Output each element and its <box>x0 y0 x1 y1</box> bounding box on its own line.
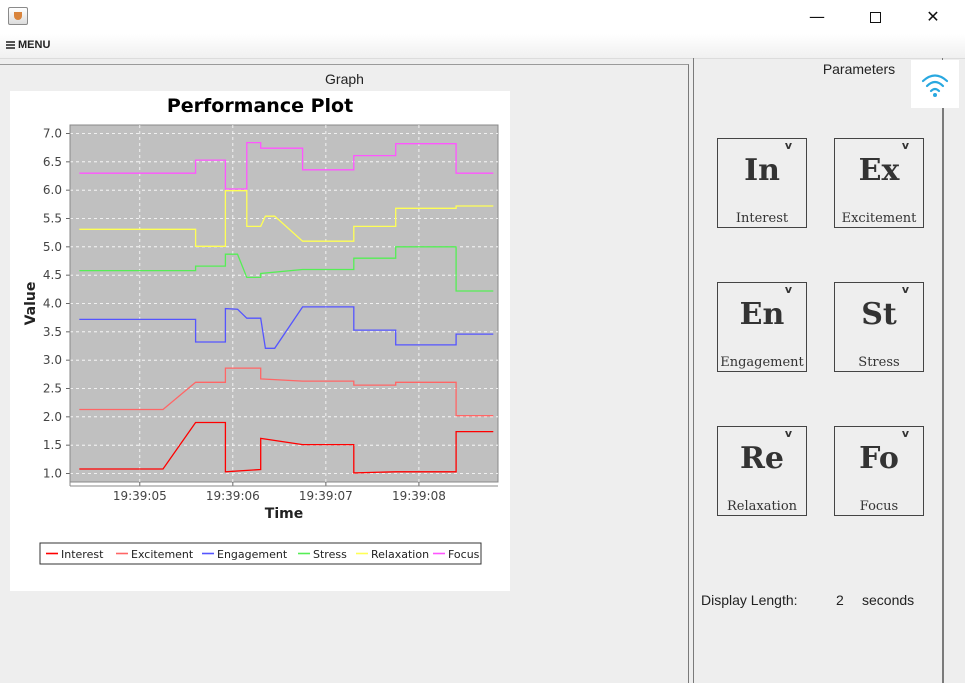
series-line-interest <box>79 421 494 474</box>
minimize-button[interactable]: — <box>809 7 825 26</box>
x-axis-label: Time <box>265 506 303 522</box>
tile-abbr: Re <box>739 441 785 476</box>
tile-abbr: En <box>739 297 785 332</box>
chevron-down-icon[interactable]: v <box>784 427 792 440</box>
x-tick-label: 19:39:07 <box>299 489 353 503</box>
legend-label-engagement: Engagement <box>217 548 288 561</box>
chevron-down-icon[interactable]: v <box>901 427 909 440</box>
parameters-panel-title: Parameters <box>822 61 896 77</box>
chevron-down-icon[interactable]: v <box>784 283 792 296</box>
maximize-icon <box>869 12 881 23</box>
tile-label: Stress <box>858 355 900 370</box>
close-button[interactable]: ✕ <box>926 7 940 26</box>
y-tick-label: 1.5 <box>43 438 62 452</box>
menu-bar: MENU <box>0 34 965 59</box>
maximize-button[interactable] <box>852 0 898 34</box>
y-axis-label: Value <box>23 282 39 326</box>
display-length-value[interactable]: 2 <box>836 592 844 608</box>
chevron-down-icon[interactable]: v <box>901 283 909 296</box>
hamburger-icon <box>6 41 15 49</box>
chart-title: Performance Plot <box>167 95 353 117</box>
performance-chart: Performance Plot 1.0 1.5 2.0 2.5 3.0 3.5 4.0 4.5… <box>10 91 510 591</box>
y-tick-label: 5.5 <box>43 212 62 226</box>
interest-tile[interactable]: v In Interest <box>717 138 807 228</box>
menu-label: MENU <box>18 39 51 51</box>
y-tick-label: 2.5 <box>43 382 62 396</box>
x-tick-label: 19:39:06 <box>206 489 260 503</box>
y-tick-label: 2.0 <box>43 410 62 424</box>
y-tick-label: 7.0 <box>43 127 62 141</box>
parameters-panel: Parameters <box>693 58 943 683</box>
relaxation-tile[interactable]: v Re Relaxation <box>717 426 807 516</box>
tile-label: Engagement <box>720 355 804 370</box>
tile-abbr: Ex <box>858 153 900 188</box>
chevron-down-icon[interactable]: v <box>901 139 909 152</box>
display-length-label: Display Length: <box>701 592 798 608</box>
series-line-relaxation <box>79 190 494 247</box>
focus-tile[interactable]: v Fo Focus <box>834 426 924 516</box>
excitement-tile[interactable]: v Ex Excitement <box>834 138 924 228</box>
y-tick-label: 1.0 <box>43 467 62 481</box>
legend-box <box>39 542 482 565</box>
title-bar: — ✕ <box>0 0 965 34</box>
tile-abbr: St <box>861 297 897 332</box>
y-tick-label: 6.0 <box>43 183 62 197</box>
wifi-button[interactable] <box>911 60 959 108</box>
x-tick-label: 19:39:05 <box>113 489 167 503</box>
y-tick-label: 6.5 <box>43 155 62 169</box>
y-tick-label: 4.0 <box>43 297 62 311</box>
java-app-icon[interactable] <box>8 7 28 25</box>
tile-abbr: In <box>744 153 780 188</box>
legend-label-relaxation: Relaxation <box>371 548 429 561</box>
engagement-tile[interactable]: v En Engagement <box>717 282 807 372</box>
series-line-focus <box>79 141 494 190</box>
series-line-engagement <box>79 306 494 349</box>
plot-area <box>69 124 499 483</box>
menu-button[interactable]: MENU <box>6 39 50 51</box>
tile-label: Interest <box>735 211 789 226</box>
tile-abbr: Fo <box>859 441 899 476</box>
series-line-excitement <box>79 367 494 417</box>
y-tick-label: 3.0 <box>43 353 62 367</box>
legend-label-focus: Focus <box>448 548 480 561</box>
tile-label: Relaxation <box>726 499 798 514</box>
y-tick-label: 4.5 <box>43 268 62 282</box>
legend-label-interest: Interest <box>61 548 104 561</box>
display-length-unit: seconds <box>862 592 915 608</box>
x-tick-label: 19:39:08 <box>392 489 446 503</box>
tile-label: Excitement <box>841 211 917 226</box>
y-tick-label: 5.0 <box>43 240 62 254</box>
series-line-stress <box>79 246 494 292</box>
stress-tile[interactable]: v St Stress <box>834 282 924 372</box>
wifi-icon <box>921 74 949 97</box>
y-tick-label: 3.5 <box>43 325 62 339</box>
scrollbar-track[interactable] <box>943 108 944 683</box>
tile-label: Focus <box>859 499 899 514</box>
chevron-down-icon[interactable]: v <box>784 139 792 152</box>
graph-panel: Graph Performance Plot 1.0 1.5 2.0 2.5 3.0 3.5… <box>0 64 689 683</box>
graph-panel-title: Graph <box>325 71 364 87</box>
legend-label-excitement: Excitement <box>131 548 194 561</box>
legend-label-stress: Stress <box>313 548 347 561</box>
